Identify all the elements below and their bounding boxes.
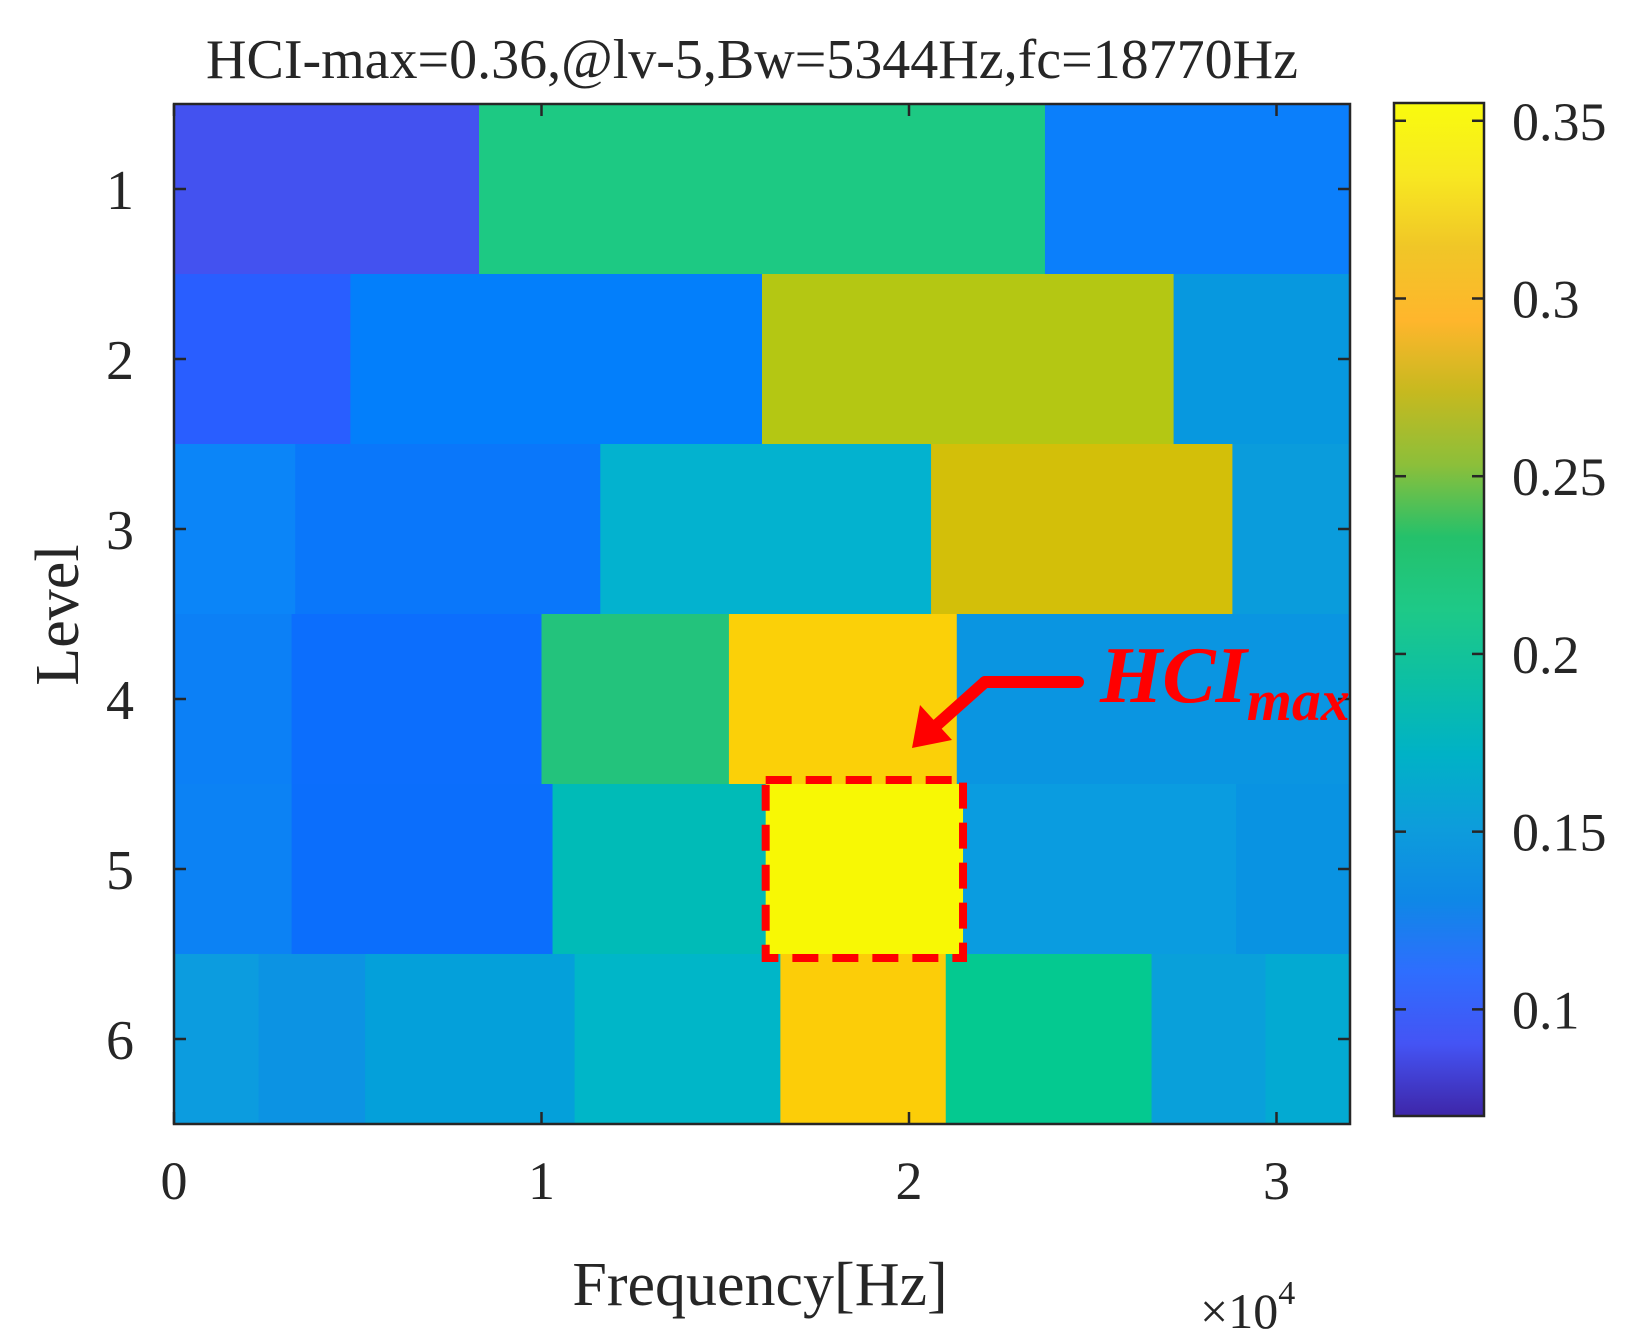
x-exponent-base: ×10 <box>1200 1283 1278 1339</box>
max-highlight-group <box>761 776 968 962</box>
max-highlight-box <box>761 776 968 962</box>
y-axis-label: Level <box>24 544 92 685</box>
heatmap-cell <box>945 954 1153 1125</box>
heatmap-cell <box>1236 784 1351 955</box>
heatmap-cell <box>174 784 293 955</box>
heatmap-cell <box>931 444 1233 615</box>
heatmap-cell <box>295 444 601 615</box>
colorbar-tick-label: 0.3 <box>1512 269 1580 329</box>
heatmap-cell <box>765 784 964 955</box>
annotation-label: HCImax <box>1099 632 1350 733</box>
colorbar-tick-label: 0.25 <box>1512 447 1607 507</box>
y-tick-label: 2 <box>106 330 134 392</box>
heatmap-cell <box>174 274 351 445</box>
annotation-main-text: HCI <box>1099 632 1250 720</box>
heatmap-cell <box>174 954 260 1125</box>
heatmap-cell <box>780 954 947 1125</box>
colorbar-tick-label: 0.15 <box>1512 803 1607 863</box>
heatmap-cell <box>552 784 767 955</box>
colorbar-gradient <box>1392 101 1486 1118</box>
heatmap-cell <box>600 444 932 615</box>
colorbar-tick-label: 0.35 <box>1512 92 1607 152</box>
x-exponent-power: 4 <box>1278 1275 1295 1312</box>
x-tick-label: 0 <box>161 1151 188 1211</box>
heatmap-cell <box>728 614 958 785</box>
colorbar: 0.1 0.15 0.2 0.25 0.3 0.35 <box>1392 92 1607 1118</box>
y-tick-label: 3 <box>106 500 134 562</box>
annotation-subscript: max <box>1247 668 1350 733</box>
heatmap-cell <box>1232 444 1351 615</box>
hci-max-annotation: HCImax <box>912 632 1350 748</box>
x-exponent-label: ×104 <box>1200 1275 1295 1339</box>
heatmap-cell <box>174 104 480 275</box>
plot-axes: 0 1 2 3 1 2 3 4 5 6 <box>106 102 1352 1211</box>
heatmap-cell <box>174 444 296 615</box>
x-tick-label: 2 <box>896 1151 923 1211</box>
x-axis-label: Frequency[Hz] <box>572 1251 947 1319</box>
y-tick-label: 5 <box>106 840 134 902</box>
plot-frame <box>172 102 1352 1126</box>
y-tick-label: 6 <box>106 1010 134 1072</box>
colorbar-tick-label: 0.1 <box>1512 980 1580 1040</box>
heatmap-cell <box>291 784 554 955</box>
heatmap-cell <box>956 614 1351 785</box>
x-tick-label: 3 <box>1263 1151 1290 1211</box>
heatmap-cell <box>541 614 730 785</box>
y-tick-label: 4 <box>106 670 134 732</box>
x-tick-label: 1 <box>528 1151 555 1211</box>
y-tick-label: 1 <box>106 160 134 222</box>
heatmap-cell <box>1044 104 1351 275</box>
heatmap-cell <box>479 104 1046 275</box>
heatmap-cell <box>258 954 366 1125</box>
heatmap-cell <box>365 954 576 1125</box>
heatmap-cell <box>574 954 781 1125</box>
heatmap-cell <box>963 784 1237 955</box>
heatmap-cell <box>762 274 1175 445</box>
heatmap-cell <box>1265 954 1351 1125</box>
heatmap-cell <box>1151 954 1267 1125</box>
annotation-arrow-head <box>912 705 952 748</box>
heatmap-cells <box>174 104 1351 1125</box>
colorbar-tick-label: 0.2 <box>1512 625 1580 685</box>
chart-title: HCI-max=0.36,@lv-5,Bw=5344Hz,fc=18770Hz <box>206 29 1298 91</box>
heatmap-cell <box>291 614 543 785</box>
heatmap-cell <box>1173 274 1351 445</box>
heatmap-cell <box>350 274 763 445</box>
heatmap-cell <box>174 614 293 785</box>
